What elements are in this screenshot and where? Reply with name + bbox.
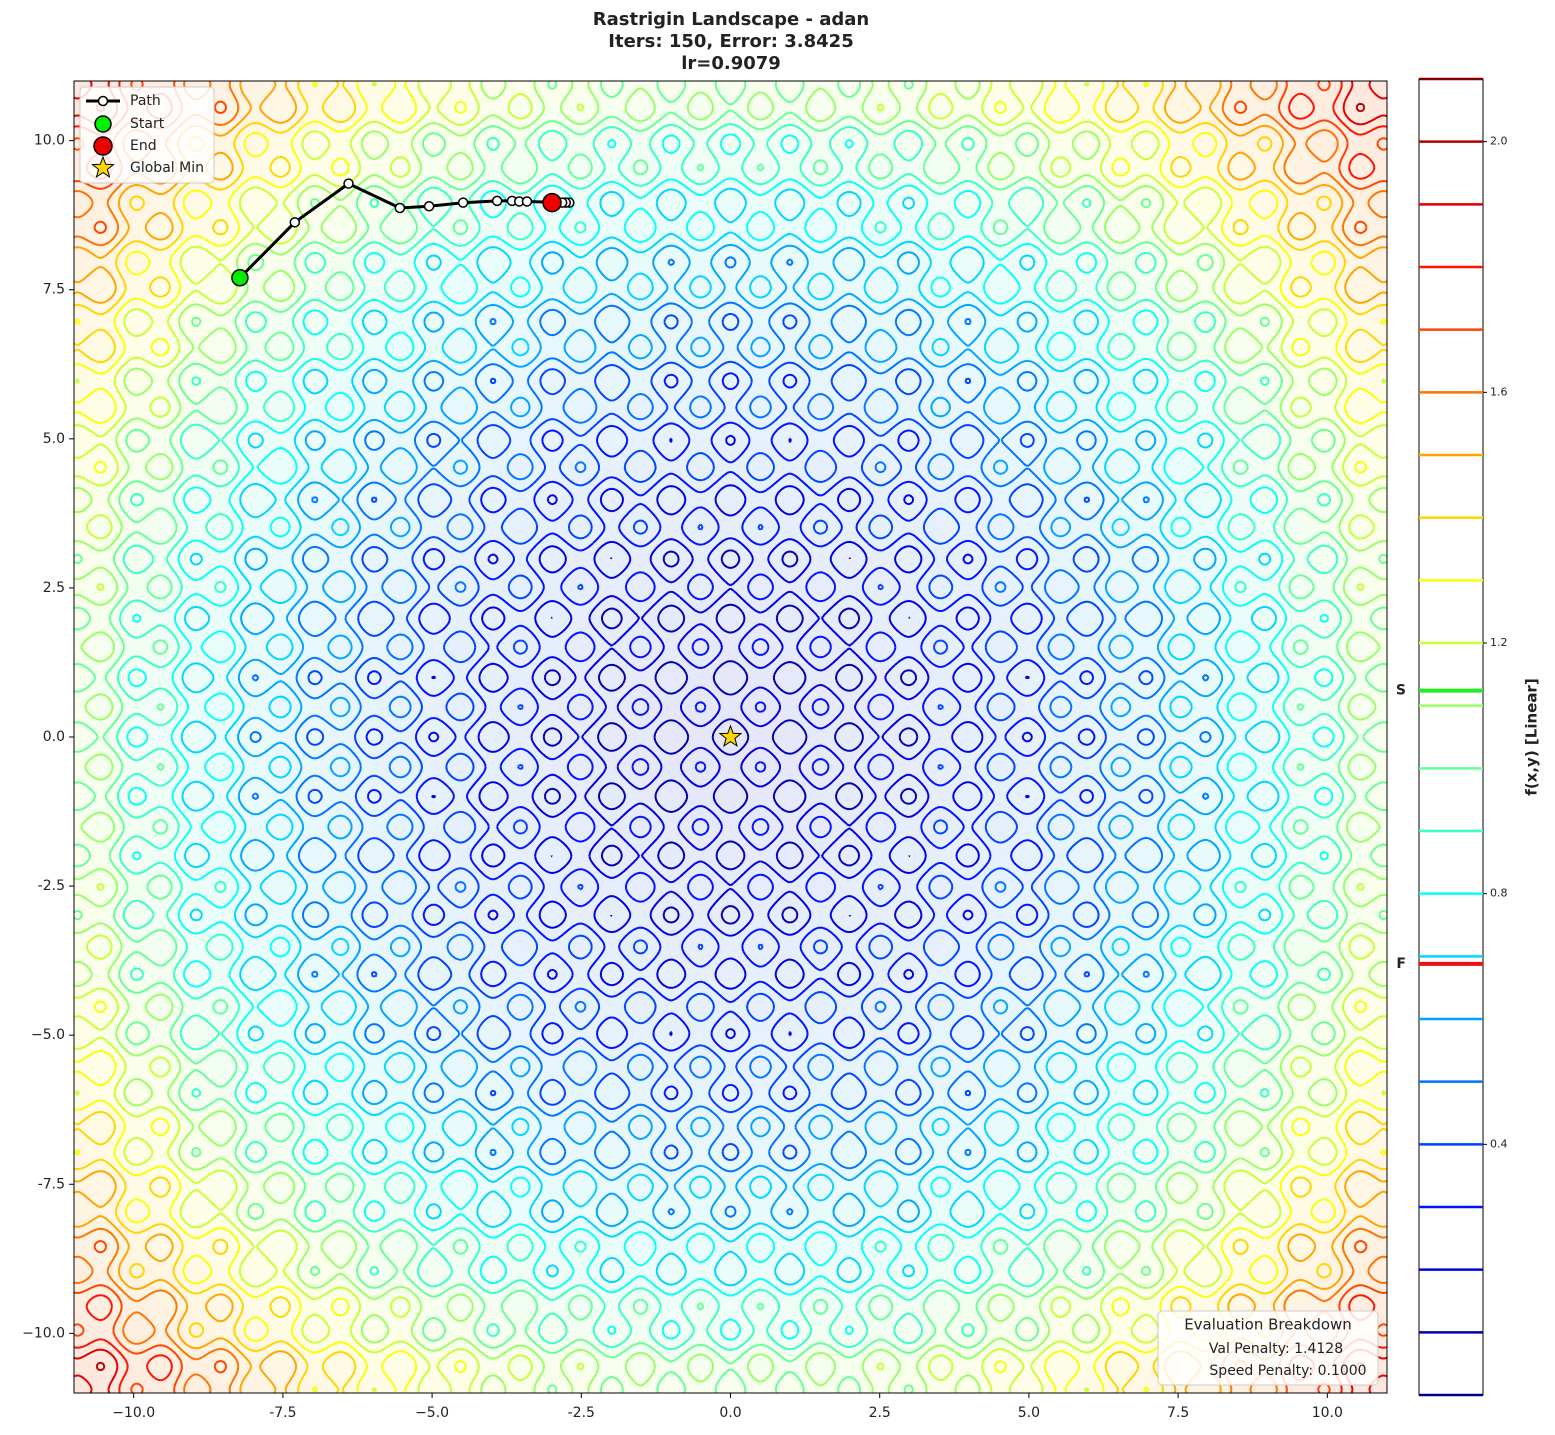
x-tick-label: 7.5 <box>1167 1405 1189 1421</box>
contour-line <box>126 133 1335 1341</box>
path-point <box>491 195 503 207</box>
x-tick-label: 2.5 <box>869 1405 891 1421</box>
colorbar-tick-label: 2.0 <box>1490 135 1508 148</box>
legend-label: Path <box>130 93 161 109</box>
contour-line <box>180 187 1281 1287</box>
contour-line <box>237 243 1224 1231</box>
x-tick-label: −10.0 <box>112 1405 155 1421</box>
title: lr=0.9079 <box>681 53 781 74</box>
annotation-line: Val Penalty: 1.4128 <box>1209 1341 1343 1357</box>
overlay <box>231 178 743 748</box>
contour-line <box>74 81 1387 1393</box>
y-tick-label: −10.0 <box>22 1325 65 1341</box>
colorbar-frame <box>1418 78 1484 1396</box>
x-tick-label: -7.5 <box>269 1405 296 1421</box>
contour-line <box>74 81 1387 1393</box>
contour-line <box>74 81 1387 1393</box>
path-point <box>457 197 469 208</box>
x-tick-label: 10.0 <box>1312 1405 1343 1421</box>
annotation-title: Evaluation Breakdown <box>1184 1316 1352 1334</box>
y-tick-label: 0.0 <box>43 729 65 745</box>
legend-star-marker <box>91 155 115 179</box>
contour-line <box>542 549 919 925</box>
colorbar-tick-label: 0.8 <box>1490 887 1508 900</box>
legend-start-marker <box>94 115 112 133</box>
contour-line <box>116 123 1345 1351</box>
global-min <box>718 724 743 748</box>
colorbar-marker-label: F <box>1396 956 1406 972</box>
legend-label: Start <box>130 116 165 132</box>
y-tick-label: -7.5 <box>38 1176 65 1192</box>
contour-line <box>365 372 1096 1102</box>
path-point <box>343 178 354 189</box>
colorbar-marker-label: S <box>1396 683 1406 699</box>
y-tick-label: 5.0 <box>43 431 65 447</box>
x-tick-label: 0.0 <box>719 1405 741 1421</box>
title: Rastrigin Landscape - adan <box>593 9 869 30</box>
path-point <box>423 200 435 212</box>
contour-line <box>74 81 1387 1393</box>
y-tick-label: −5.0 <box>31 1027 65 1043</box>
legend-path-marker <box>97 95 109 107</box>
end-point <box>542 192 562 213</box>
contour-line <box>428 434 1033 1040</box>
annotation-line: Speed Penalty: 0.1000 <box>1209 1363 1366 1379</box>
x-tick-label: −5.0 <box>415 1405 449 1421</box>
annotation-box <box>1157 1310 1379 1386</box>
x-tick-label: -2.5 <box>568 1405 595 1421</box>
legend-end-marker <box>93 136 113 156</box>
colorbar-tick-label: 1.2 <box>1490 636 1508 649</box>
path-point <box>521 196 533 207</box>
contour-line <box>306 312 1155 1162</box>
legend-label: End <box>130 138 157 154</box>
contours <box>74 81 1387 1393</box>
colorbar-tick-label: 0.4 <box>1490 1137 1508 1150</box>
colorbar-label: f(x,y) [Linear] <box>1523 678 1541 795</box>
legend-label: Global Min <box>130 160 204 176</box>
title: Iters: 150, Error: 3.8425 <box>608 31 853 52</box>
contour-line <box>249 256 1212 1218</box>
contour-line <box>74 81 1387 1393</box>
y-tick-label: 2.5 <box>43 580 65 596</box>
path-point <box>289 217 301 228</box>
y-tick-label: 7.5 <box>43 282 65 298</box>
y-tick-label: -2.5 <box>38 878 65 894</box>
path-point <box>394 202 406 214</box>
x-tick-label: 5.0 <box>1018 1405 1040 1421</box>
colorbar-tick-label: 1.6 <box>1490 385 1508 398</box>
contour-line <box>74 81 1387 1393</box>
legend <box>79 86 215 184</box>
start-point <box>231 269 249 287</box>
y-tick-label: 10.0 <box>34 133 65 149</box>
